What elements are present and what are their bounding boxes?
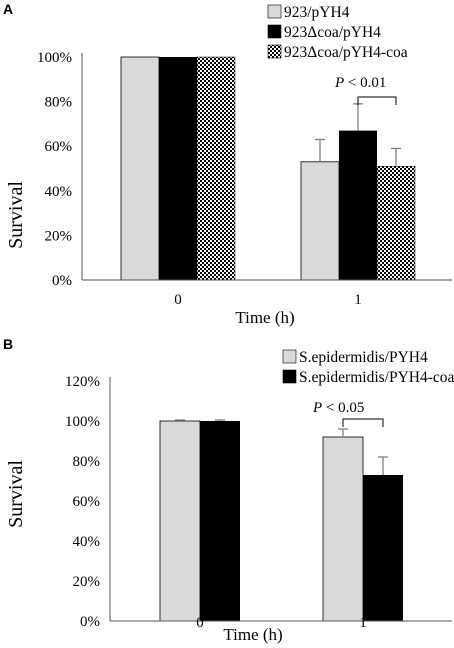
legend: 923/pYH4 923Δcoa/pYH4 923Δcoa/pYH4-coa (267, 4, 408, 61)
legend-label: 923Δcoa/pYH4-coa (284, 44, 408, 61)
y-tick-label: 60% (73, 494, 101, 510)
bar (300, 161, 340, 281)
y-tick-labels: 0% 20% 40% 60% 80% 100% 120% (65, 374, 100, 630)
bar (200, 421, 240, 621)
legend-label: S.epidermidis/PYH4 (299, 349, 428, 366)
y-tick-label: 60% (45, 139, 73, 155)
bar (363, 475, 403, 621)
y-tick-label: 80% (73, 454, 101, 470)
x-tick-label: 1 (354, 292, 362, 308)
legend-swatch (267, 4, 282, 19)
x-tick-label: 0 (196, 615, 204, 631)
bar (322, 436, 364, 622)
significance-bracket (342, 418, 384, 427)
y-tick-label: 120% (65, 374, 100, 390)
axes (109, 377, 452, 622)
y-tick-label: 40% (45, 184, 73, 200)
y-tick-label: 80% (45, 95, 73, 111)
legend-swatch (267, 24, 282, 39)
significance-annotation: P < 0.05 (312, 400, 384, 427)
y-tick-label: 0% (80, 614, 100, 630)
bar (120, 56, 160, 281)
x-tick-label: 0 (174, 292, 182, 308)
y-tick-label: 20% (45, 228, 73, 244)
y-axis-label: Survival (5, 460, 27, 528)
bar (339, 130, 377, 280)
significance-bracket (357, 96, 397, 105)
y-tick-label: 0% (52, 273, 72, 289)
legend-label: 923Δcoa/pYH4 (284, 24, 381, 41)
y-tick-label: 20% (73, 574, 101, 590)
significance-annotation: P < 0.01 (334, 75, 397, 105)
y-tick-label: 100% (37, 50, 72, 66)
legend-swatch (267, 44, 282, 59)
y-tick-label: 40% (73, 534, 101, 550)
x-axis-label: Time (h) (223, 625, 282, 644)
x-tick-label: 1 (359, 615, 367, 631)
p-value-label: P < 0.05 (312, 400, 364, 416)
legend-swatch (282, 349, 297, 364)
bar (376, 166, 416, 281)
bar (196, 56, 236, 281)
panel-letter-b: B (3, 336, 13, 352)
bar (159, 420, 201, 622)
y-tick-labels: 0% 20% 40% 60% 80% 100% (37, 50, 72, 289)
panel-letter-a: A (3, 1, 13, 17)
legend-label: 923/pYH4 (284, 4, 350, 21)
legend: S.epidermidis/PYH4 S.epidermidis/PYH4-coa (282, 349, 454, 386)
x-axis-label: Time (h) (235, 308, 294, 327)
legend-swatch (282, 369, 297, 384)
y-tick-label: 100% (65, 414, 100, 430)
bars (159, 419, 403, 622)
p-value-label: P < 0.01 (334, 75, 386, 91)
axes (81, 53, 452, 281)
bar (159, 57, 197, 280)
y-axis-label: Survival (5, 181, 27, 249)
legend-label: S.epidermidis/PYH4-coa (299, 369, 454, 386)
